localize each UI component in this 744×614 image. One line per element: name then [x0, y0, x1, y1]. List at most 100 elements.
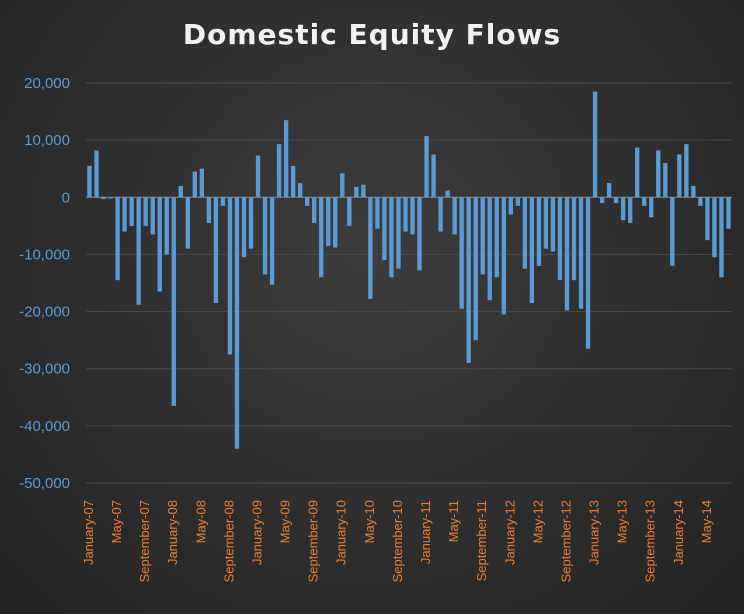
- bar: [613, 197, 619, 203]
- bar: [592, 91, 598, 198]
- bar: [368, 197, 373, 299]
- bar: [101, 197, 106, 199]
- x-tick-label: September-13: [643, 500, 658, 582]
- bar: [297, 183, 303, 198]
- bar: [698, 197, 703, 206]
- bar: [628, 197, 633, 223]
- y-tick-label: -20,000: [19, 304, 70, 321]
- bar: [305, 197, 310, 206]
- bar: [494, 197, 499, 278]
- x-tick-label: January-14: [671, 500, 686, 565]
- bar: [136, 197, 141, 305]
- bar: [115, 197, 120, 281]
- bar: [171, 197, 176, 406]
- bar: [199, 168, 205, 198]
- bar: [361, 184, 366, 198]
- bar: [185, 197, 190, 249]
- bar: [431, 154, 436, 198]
- bar: [234, 197, 240, 449]
- x-tick-label: May-07: [109, 500, 124, 543]
- bar: [487, 197, 492, 301]
- bar: [347, 197, 352, 226]
- bar: [712, 197, 717, 258]
- bar: [143, 197, 148, 226]
- bar: [354, 187, 359, 198]
- bar: [150, 197, 155, 235]
- bar: [508, 197, 513, 215]
- bar: [157, 197, 162, 292]
- bar: [220, 197, 226, 206]
- x-tick-label: May-08: [193, 500, 208, 543]
- x-tick-label: January-13: [587, 500, 602, 565]
- bar: [424, 136, 429, 198]
- bar: [459, 197, 464, 309]
- x-tick-label: January-07: [81, 500, 96, 565]
- bar: [396, 197, 401, 269]
- chart-title: Domestic Equity Flows: [182, 18, 562, 51]
- bar: [557, 197, 563, 281]
- bar: [319, 197, 324, 278]
- bar: [522, 197, 528, 269]
- x-tick-label: January-10: [334, 500, 349, 565]
- bar: [564, 197, 570, 311]
- bar: [333, 197, 338, 248]
- bar: [719, 197, 724, 278]
- bar: [389, 197, 394, 278]
- bar: [417, 197, 422, 271]
- bar: [529, 197, 535, 303]
- bar: [283, 120, 289, 198]
- bar: [606, 183, 612, 198]
- bar: [677, 154, 682, 198]
- y-tick-label: 0: [62, 189, 70, 206]
- x-tick-label: May-14: [699, 500, 714, 543]
- bar: [480, 197, 485, 275]
- bar: [192, 171, 198, 198]
- y-tick-label: 10,000: [24, 132, 70, 149]
- bar: [536, 197, 542, 266]
- bar: [241, 197, 247, 258]
- bar: [255, 155, 261, 198]
- bar: [262, 197, 268, 275]
- bar: [410, 197, 415, 235]
- bar: [691, 185, 696, 198]
- bar: [129, 197, 134, 226]
- bar: [108, 197, 113, 199]
- bar: [543, 197, 549, 249]
- bar: [340, 173, 345, 198]
- bar: [227, 197, 233, 355]
- bar: [438, 197, 443, 232]
- bar: [571, 197, 577, 281]
- bar: [164, 197, 169, 255]
- bar: [473, 197, 478, 341]
- bar: [656, 150, 661, 198]
- x-tick-label: September-08: [221, 500, 236, 582]
- bar: [452, 197, 457, 235]
- bar: [599, 197, 605, 203]
- bar: [269, 197, 275, 285]
- bar: [248, 197, 254, 249]
- bar: [87, 165, 92, 198]
- bar: [515, 197, 521, 206]
- x-tick-label: January-11: [418, 500, 433, 564]
- bar: [403, 197, 408, 232]
- bar: [642, 197, 647, 206]
- bar: [290, 165, 296, 198]
- x-tick-label: May-11: [446, 500, 461, 542]
- x-tick-label: May-13: [615, 500, 630, 543]
- bar: [663, 163, 668, 198]
- x-tick-label: September-12: [558, 500, 573, 582]
- bar: [635, 147, 640, 198]
- x-tick-label: September-09: [306, 500, 321, 582]
- bar: [375, 197, 380, 229]
- y-tick-label: -40,000: [19, 418, 70, 435]
- bar: [670, 197, 675, 266]
- bar: [445, 190, 450, 198]
- y-tick-label: -50,000: [19, 475, 70, 492]
- bar: [276, 144, 282, 198]
- bar: [578, 197, 584, 309]
- bar: [122, 197, 127, 232]
- bar: [178, 185, 183, 198]
- y-tick-label: 20,000: [24, 75, 70, 92]
- bar: [649, 197, 654, 218]
